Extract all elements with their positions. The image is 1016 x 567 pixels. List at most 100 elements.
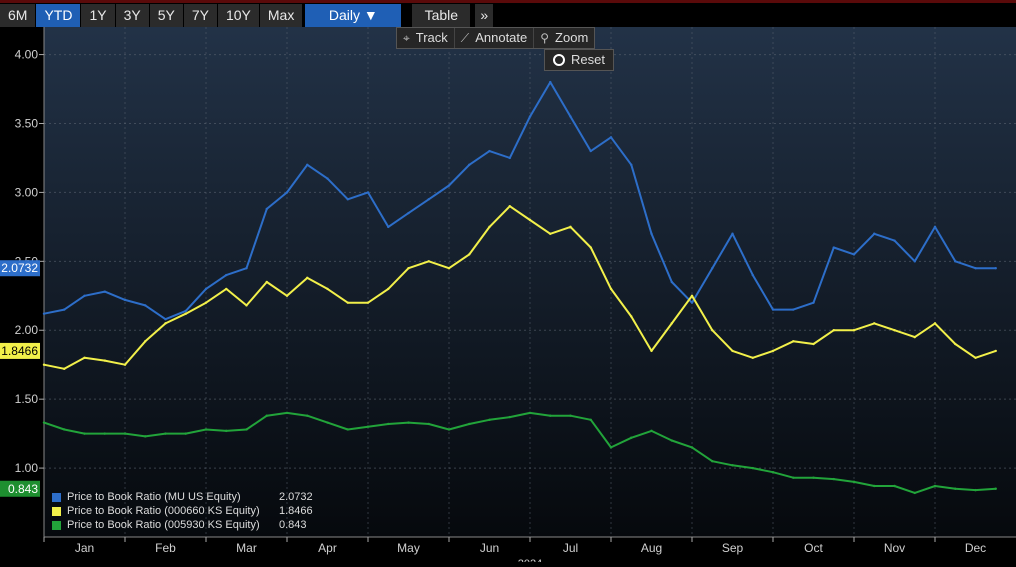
- chart-area[interactable]: 4.003.503.002.502.001.501.00 JanFebMarAp…: [0, 27, 1016, 562]
- range-5y-button[interactable]: 5Y: [150, 4, 183, 27]
- data-point: [428, 198, 430, 200]
- data-point: [245, 267, 247, 269]
- x-tick-label: Nov: [884, 541, 905, 555]
- legend-swatch-005930: [52, 521, 61, 530]
- legend-label-mu: Price to Book Ratio (MU US Equity): [67, 490, 279, 504]
- range-7y-button[interactable]: 7Y: [184, 4, 217, 27]
- data-point: [468, 423, 470, 425]
- data-point: [934, 226, 936, 228]
- data-point: [934, 485, 936, 487]
- data-point: [509, 205, 511, 207]
- range-max-button[interactable]: Max: [260, 4, 302, 27]
- data-point: [387, 423, 389, 425]
- data-point: [853, 329, 855, 331]
- data-point: [792, 340, 794, 342]
- annotate-tool[interactable]: ⟋ Annotate: [454, 28, 533, 48]
- data-point: [914, 260, 916, 262]
- table-button[interactable]: Table: [412, 4, 470, 27]
- data-point: [833, 329, 835, 331]
- data-point: [610, 136, 612, 138]
- data-point: [144, 304, 146, 306]
- last-value-tag-1: 1.8466: [0, 343, 40, 359]
- data-point: [387, 226, 389, 228]
- data-point: [286, 191, 288, 193]
- data-point: [347, 198, 349, 200]
- reset-label: Reset: [571, 50, 605, 70]
- data-point: [610, 446, 612, 448]
- annotate-label: Annotate: [475, 28, 527, 48]
- data-point: [225, 288, 227, 290]
- data-point: [367, 426, 369, 428]
- data-point: [83, 295, 85, 297]
- legend-value-mu: 2.0732: [279, 490, 313, 504]
- data-point: [812, 343, 814, 345]
- interval-dropdown[interactable]: Daily ▼: [305, 4, 401, 27]
- data-point: [974, 489, 976, 491]
- data-point: [509, 157, 511, 159]
- x-tick-label: Oct: [804, 541, 823, 555]
- y-tick-label: 1.00: [15, 461, 39, 475]
- data-point: [691, 446, 693, 448]
- data-point: [711, 267, 713, 269]
- zoom-tool[interactable]: ⚲ Zoom: [533, 28, 594, 48]
- range-3y-button[interactable]: 3Y: [116, 4, 149, 27]
- data-point: [893, 485, 895, 487]
- data-point: [812, 477, 814, 479]
- data-point: [185, 432, 187, 434]
- y-tick-label: 3.00: [15, 185, 39, 199]
- data-point: [124, 364, 126, 366]
- range-1y-button[interactable]: 1Y: [81, 4, 114, 27]
- data-point: [488, 419, 490, 421]
- x-tick-label: Sep: [722, 541, 744, 555]
- data-point: [752, 357, 754, 359]
- legend-item-000660: Price to Book Ratio (000660 KS Equity) 1…: [52, 504, 313, 518]
- range-6m-button[interactable]: 6M: [0, 4, 35, 27]
- data-point: [326, 177, 328, 179]
- data-point: [873, 233, 875, 235]
- data-point: [266, 281, 268, 283]
- data-point: [995, 488, 997, 490]
- chart-tools: ⌖ Track ⟋ Annotate ⚲ Zoom: [396, 27, 595, 49]
- data-point: [630, 437, 632, 439]
- data-point: [205, 288, 207, 290]
- legend-swatch-000660: [52, 507, 61, 516]
- data-point: [995, 267, 997, 269]
- data-point: [144, 340, 146, 342]
- data-point: [306, 415, 308, 417]
- data-point: [245, 304, 247, 306]
- data-point: [752, 274, 754, 276]
- data-point: [731, 350, 733, 352]
- magnifier-icon: ⚲: [540, 28, 549, 48]
- data-point: [590, 419, 592, 421]
- data-point: [549, 233, 551, 235]
- data-point: [893, 239, 895, 241]
- data-point: [914, 336, 916, 338]
- data-point: [569, 226, 571, 228]
- data-point: [266, 208, 268, 210]
- data-point: [954, 260, 956, 262]
- data-point: [569, 115, 571, 117]
- data-point: [529, 115, 531, 117]
- data-point: [752, 467, 754, 469]
- legend-item-mu: Price to Book Ratio (MU US Equity) 2.073…: [52, 490, 313, 504]
- data-point: [448, 184, 450, 186]
- range-ytd-button[interactable]: YTD: [36, 4, 80, 27]
- data-point: [610, 288, 612, 290]
- data-point: [549, 81, 551, 83]
- reset-radio-icon: [553, 54, 565, 66]
- legend-item-005930: Price to Book Ratio (005930 KS Equity) 0…: [52, 518, 313, 532]
- reset-button[interactable]: Reset: [544, 49, 614, 71]
- track-tool[interactable]: ⌖ Track: [397, 28, 454, 48]
- data-point: [185, 310, 187, 312]
- range-10y-button[interactable]: 10Y: [218, 4, 259, 27]
- more-button[interactable]: »: [475, 4, 493, 27]
- data-point: [63, 308, 65, 310]
- data-point: [691, 301, 693, 303]
- last-value-tag-text: 2.0732: [1, 261, 38, 275]
- data-point: [43, 364, 45, 366]
- price-to-book-chart[interactable]: 4.003.503.002.502.001.501.00 JanFebMarAp…: [0, 27, 1016, 562]
- data-point: [630, 164, 632, 166]
- data-point: [306, 164, 308, 166]
- data-point: [691, 295, 693, 297]
- data-point: [590, 150, 592, 152]
